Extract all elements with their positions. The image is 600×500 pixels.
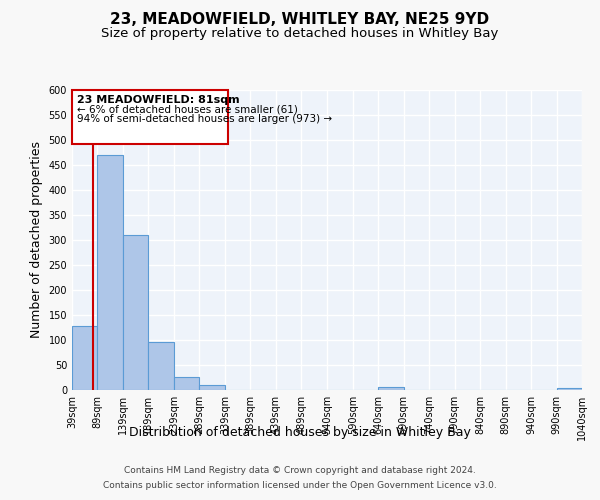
Bar <box>378 386 404 390</box>
Text: ← 6% of detached houses are smaller (61): ← 6% of detached houses are smaller (61) <box>77 105 298 115</box>
Text: 23 MEADOWFIELD: 81sqm: 23 MEADOWFIELD: 81sqm <box>77 95 240 105</box>
Text: Contains HM Land Registry data © Crown copyright and database right 2024.: Contains HM Land Registry data © Crown c… <box>124 466 476 475</box>
Text: Size of property relative to detached houses in Whitley Bay: Size of property relative to detached ho… <box>101 28 499 40</box>
FancyBboxPatch shape <box>72 90 228 144</box>
Text: 23, MEADOWFIELD, WHITLEY BAY, NE25 9YD: 23, MEADOWFIELD, WHITLEY BAY, NE25 9YD <box>110 12 490 28</box>
Bar <box>199 385 225 390</box>
Text: Contains public sector information licensed under the Open Government Licence v3: Contains public sector information licen… <box>103 481 497 490</box>
Bar <box>148 342 174 390</box>
Bar <box>72 326 97 390</box>
Text: 94% of semi-detached houses are larger (973) →: 94% of semi-detached houses are larger (… <box>77 114 332 124</box>
Bar <box>97 155 123 390</box>
Bar <box>557 388 582 390</box>
Bar <box>174 377 199 390</box>
Text: Distribution of detached houses by size in Whitley Bay: Distribution of detached houses by size … <box>129 426 471 439</box>
Y-axis label: Number of detached properties: Number of detached properties <box>30 142 43 338</box>
Bar <box>123 234 148 390</box>
